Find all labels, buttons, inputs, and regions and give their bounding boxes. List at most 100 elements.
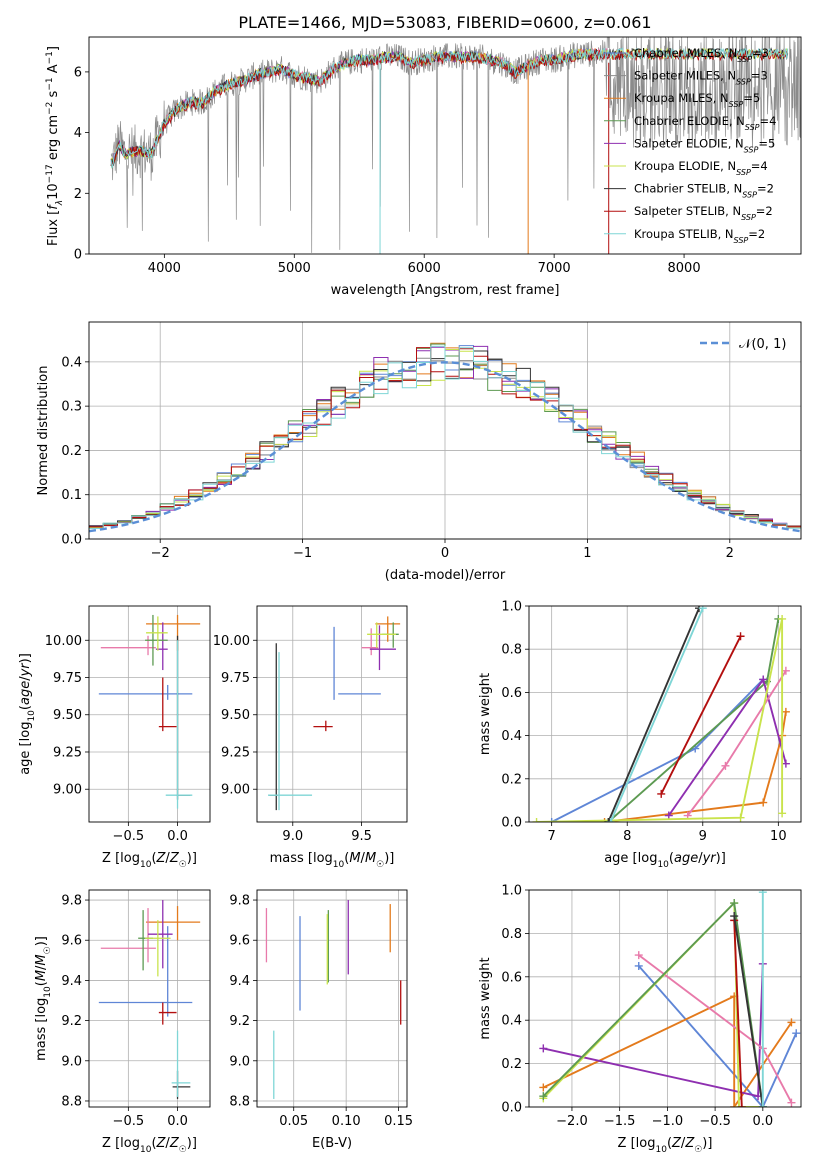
mass-vs-metallicity-panel: −0.5 0.0 8.8 9.0 9.2 9.4 9.6 9.8 Z [log10(Z/Z☉)]… [34,889,211,1155]
y-tick-label: 9.50 [53,708,82,723]
x-tick-label: −0.5 [699,1114,731,1129]
legend-label: Chabrier ELODIE, NSSP=4 [634,114,776,132]
y-axis-label: Flux [fλ10−17 erg cm−2 s−1 A−1] [45,46,65,246]
x-tick-label: 9.5 [351,829,372,844]
weight-marker [539,1092,548,1101]
x-axis-label: Z [log10(Z/Z☉)] [102,851,197,870]
weight-lines [532,606,790,822]
weight-marker [781,707,790,716]
x-axis-label: wavelength [Angstrom, rest frame] [331,283,560,298]
weight-marker [532,818,541,822]
weight-line [543,963,764,1098]
axes-frame [88,36,802,255]
weight-line [660,635,742,795]
y-tick-label: 10.00 [213,634,250,649]
y-tick-label: 1.0 [501,884,522,899]
y-tick-label: 9.8 [229,894,250,909]
weight-marker [787,1098,796,1107]
y-tick-label: 9.0 [61,1054,82,1069]
y-axis-label: mass weight [478,673,493,755]
weight-marker [730,899,739,908]
x-tick-label: 7000 [538,261,571,276]
y-tick-label: 9.8 [61,894,82,909]
x-tick-label: −1.5 [604,1114,636,1129]
weight-marker [778,809,787,818]
weight-marker [664,811,673,820]
x-tick-label: 0.0 [167,1114,188,1129]
x-tick-label: 4000 [148,261,181,276]
weight-marker [730,1103,739,1107]
y-tick-label: 0.8 [501,927,522,942]
legend-label: Kroupa ELODIE, NSSP=4 [634,159,768,177]
legend-label: Kroupa MILES, NSSP=5 [634,91,760,109]
chart-title: PLATE=1466, MJD=53083, FIBERID=0600, z=0… [238,13,651,32]
y-tick-label: 9.00 [221,783,250,798]
error-bars [268,616,401,811]
legend-label: Salpeter ELODIE, NSSP=5 [634,136,775,154]
weight-marker [634,961,643,970]
y-tick-label: 9.2 [229,1014,250,1029]
weight-marker [604,818,613,822]
weight-marker [734,1103,743,1107]
weight-line [733,920,743,1107]
legend-label: Kroupa STELIB, NSSP=2 [634,227,765,245]
axes-frame [88,889,211,1108]
axes-frame [528,605,802,823]
x-tick-label: 9.0 [282,829,303,844]
x-tick-label: −2 [151,546,170,561]
x-tick-label: 8000 [668,261,701,276]
x-tick-label: 2 [726,546,734,561]
x-tick-label: 1 [583,546,591,561]
axes-frame [88,321,802,540]
y-tick-label: 9.4 [229,974,250,989]
y-tick-label: 1.0 [501,600,522,615]
legend-label: 𝒩(0, 1) [739,337,786,352]
x-tick-label: 9 [699,829,707,844]
y-tick-label: 9.6 [61,934,82,949]
weight-lines [539,890,801,1107]
weight-marker [758,890,767,897]
weight-marker [787,1018,796,1027]
y-tick-label: 0.2 [61,444,82,459]
x-tick-label: 0 [441,546,449,561]
weight-marker [606,818,615,822]
x-tick-label: 6000 [408,261,441,276]
y-tick-label: 8.8 [229,1094,250,1109]
y-tick-label: 2 [74,187,82,202]
x-tick-label: −0.5 [113,829,145,844]
y-axis-label: age [log10(age/yr)] [18,653,37,775]
y-tick-label: 0 [74,248,82,263]
weight-line [638,965,798,1107]
y-axis-label: Normed distribution [36,366,51,496]
weight-line [609,607,704,822]
y-axis-label: mass weight [478,957,493,1039]
weight-marker [736,632,745,641]
y-tick-label: 0.0 [61,533,82,548]
y-tick-label: 0.2 [501,1057,522,1072]
y-tick-label: 0.3 [61,400,82,415]
y-tick-label: 0.0 [501,1101,522,1116]
axes-frame [528,889,802,1108]
x-tick-label: −2.0 [556,1114,588,1129]
weight-marker [736,813,745,822]
y-tick-label: 6 [74,65,82,80]
weight-line [536,618,784,822]
x-tick-label: 0.0 [167,829,188,844]
histograms [89,342,801,533]
x-tick-label: 0.0 [752,1114,773,1129]
axes-frame [256,889,408,1108]
weight-line [551,678,764,822]
x-tick-label: 0.15 [384,1114,413,1129]
legend: Chabrier MILES, NSSP=3 Salpeter MILES, NS… [604,46,776,244]
x-tick-label: −0.5 [113,1114,145,1129]
model-spectrum-line [110,47,789,168]
weight-marker [539,1044,548,1053]
weight-marker [758,1103,767,1107]
error-bars [98,614,201,809]
x-tick-label: 10 [770,829,787,844]
x-axis-label: age [log10(age/yr)] [604,851,726,870]
weight-marker [634,951,643,960]
y-axis-label: mass [log10(M/M☉)] [34,936,53,1061]
y-tick-label: 0.4 [61,355,82,370]
